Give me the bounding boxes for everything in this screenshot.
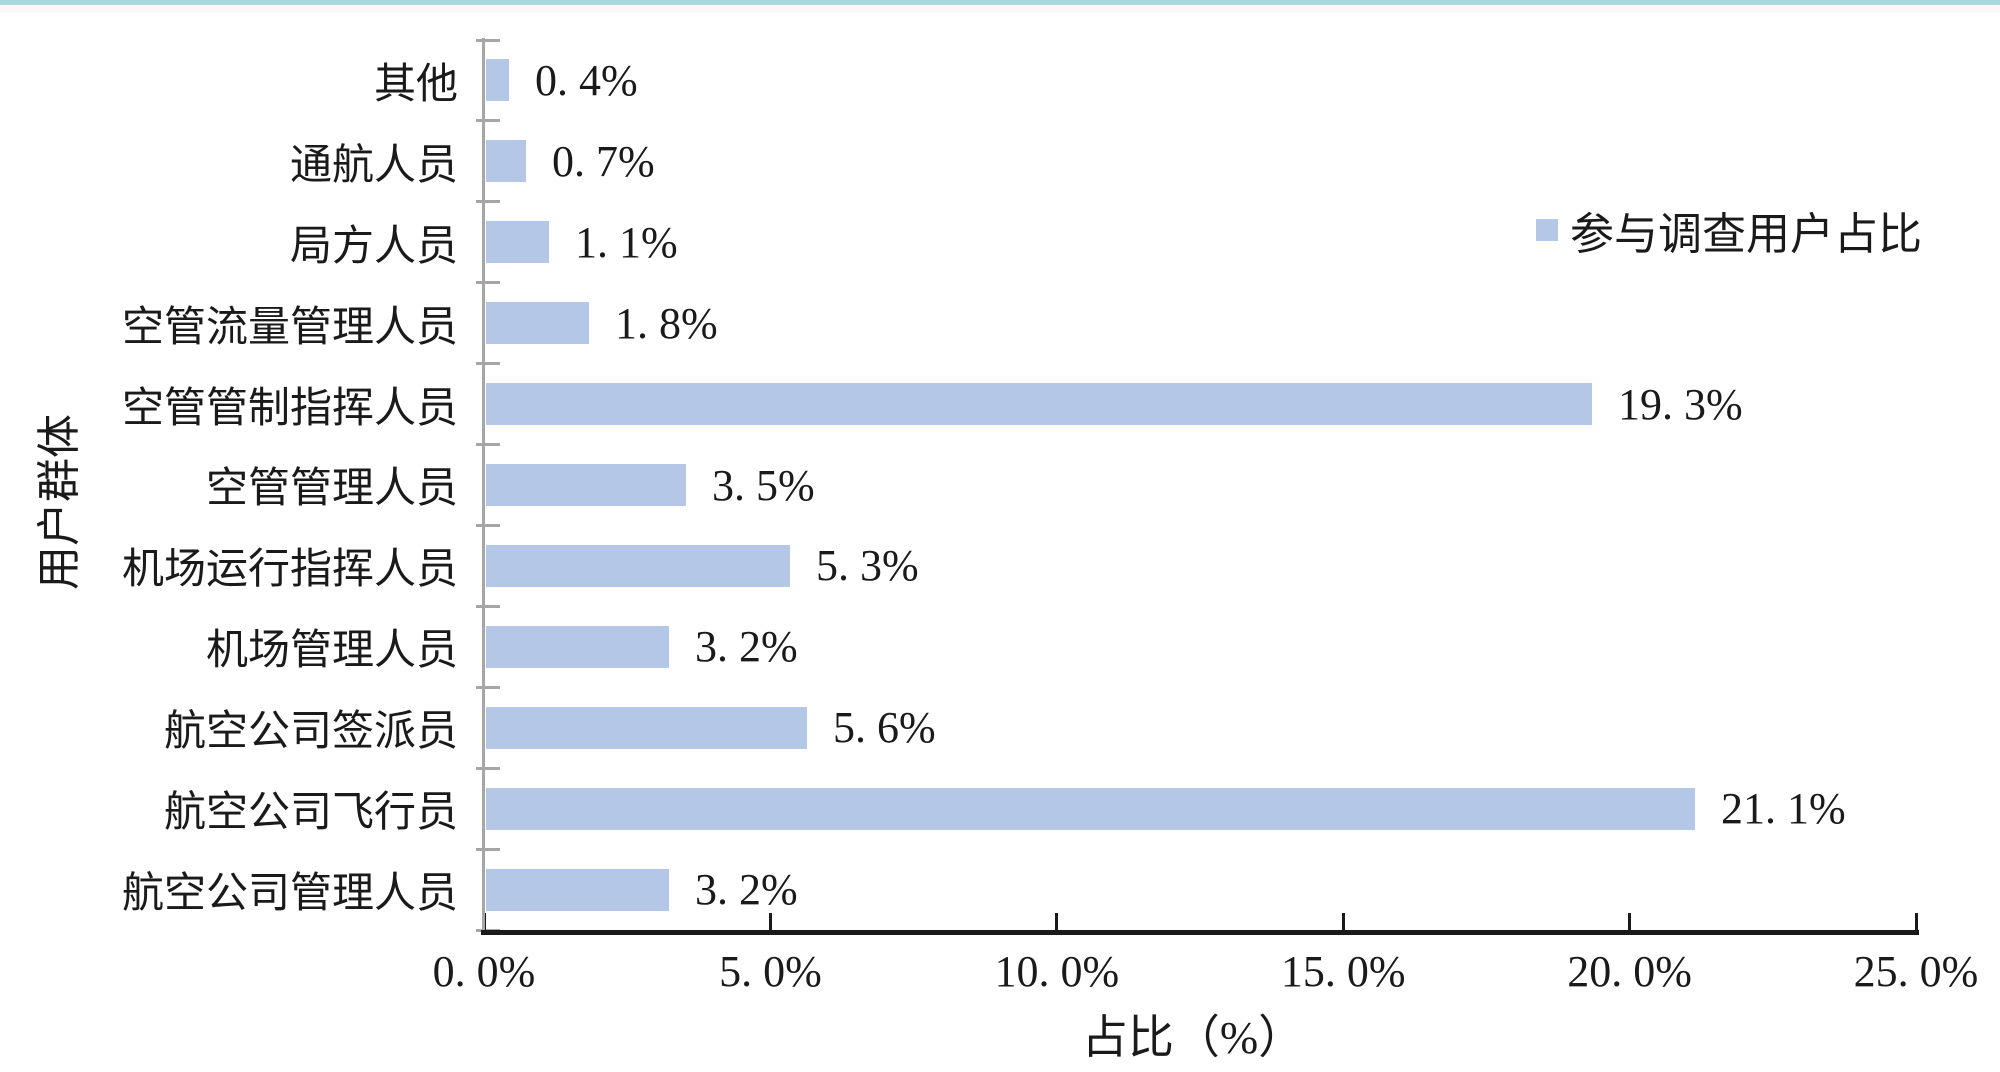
category-label: 航空公司飞行员 [163, 790, 458, 837]
bar [486, 464, 686, 506]
y-axis-tick [476, 766, 500, 770]
x-axis-tick [768, 913, 772, 930]
x-axis-tick [1341, 913, 1345, 930]
legend-label: 参与调查用户占比 [1570, 210, 1922, 259]
y-axis-tick [476, 847, 500, 851]
legend: 参与调查用户占比 [1536, 200, 1922, 260]
y-axis-tick [476, 362, 500, 366]
bar [486, 383, 1592, 426]
y-axis-tick [476, 685, 500, 689]
bar-value-label: 5. 3% [816, 541, 919, 591]
category-label: 通航人员 [289, 142, 458, 189]
y-axis-tick [476, 38, 500, 42]
x-axis-tick-label: 0. 0% [432, 947, 536, 996]
bar [486, 544, 790, 587]
x-axis-tick [1914, 913, 1918, 930]
x-axis-line [481, 930, 1919, 935]
bar [486, 302, 589, 345]
x-axis-tick-label: 15. 0% [1280, 947, 1406, 996]
category-label: 其他 [373, 61, 458, 108]
x-axis-tick [1628, 913, 1632, 930]
bar [486, 221, 549, 264]
category-label: 空管管制指挥人员 [121, 385, 458, 432]
top-accent-substripe [0, 5, 2000, 13]
bar [486, 787, 1695, 830]
bar-value-label: 19. 3% [1618, 379, 1743, 429]
y-axis-tick [476, 281, 500, 285]
bar-value-label: 21. 1% [1721, 784, 1846, 834]
category-label: 机场运行指挥人员 [121, 547, 458, 594]
y-axis-line [482, 38, 485, 935]
category-label: 航空公司签派员 [163, 709, 458, 756]
x-axis-tick-label: 5. 0% [719, 947, 822, 996]
x-axis-tick-label: 25. 0% [1853, 947, 1979, 996]
bar-value-label: 1. 1% [575, 217, 678, 267]
y-axis-tick [476, 443, 500, 447]
y-axis-tick [476, 119, 500, 123]
bar [486, 706, 807, 749]
top-accent-stripe [0, 0, 2000, 5]
category-label: 空管管理人员 [205, 466, 458, 513]
bar [486, 140, 526, 183]
bar [486, 625, 669, 668]
category-label: 空管流量管理人员 [121, 304, 458, 351]
y-axis-tick [476, 200, 500, 204]
bar-value-label: 3. 5% [712, 460, 815, 510]
bar [486, 59, 509, 102]
x-axis-title: 占比（%） [1081, 1012, 1305, 1063]
bar-value-label: 1. 8% [615, 298, 718, 348]
x-axis-tick [1055, 913, 1059, 930]
category-label: 航空公司管理人员 [121, 871, 458, 918]
x-axis-tick-label: 20. 0% [1567, 947, 1692, 996]
bar [486, 868, 669, 911]
y-axis-tick [476, 523, 500, 527]
y-axis-tick [476, 604, 500, 608]
legend-swatch [1536, 219, 1558, 241]
x-axis-tick-label: 10. 0% [994, 947, 1120, 996]
category-label: 局方人员 [289, 223, 458, 270]
bar-value-label: 3. 2% [695, 865, 798, 915]
category-label: 机场管理人员 [205, 628, 458, 675]
bar-value-label: 0. 7% [552, 136, 655, 186]
bar-value-label: 3. 2% [695, 622, 798, 672]
bar-value-label: 5. 6% [833, 703, 936, 753]
bar-value-label: 0. 4% [535, 55, 638, 105]
